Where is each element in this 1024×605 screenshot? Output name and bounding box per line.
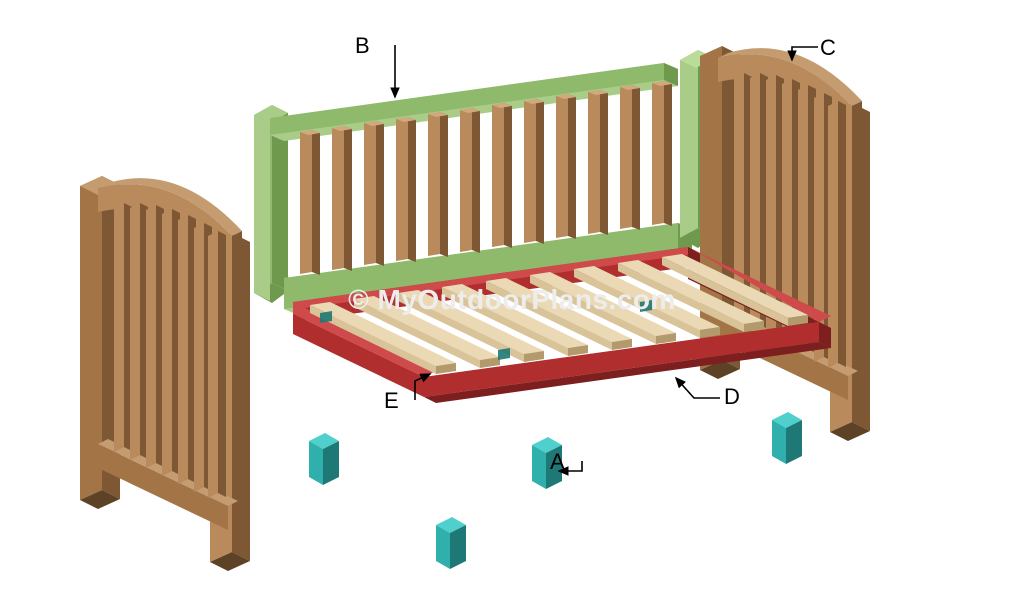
label-d: D xyxy=(724,384,740,410)
label-e: E xyxy=(384,388,399,414)
label-c: C xyxy=(820,35,836,61)
part-c-left-end-panel xyxy=(80,176,250,571)
label-b: B xyxy=(355,33,370,59)
part-a-blocks xyxy=(309,412,802,569)
label-a: A xyxy=(550,449,565,475)
crib-exploded-diagram xyxy=(0,0,1024,605)
diagram-canvas: © MyOutdoorPlans.com xyxy=(0,0,1024,605)
part-c-right-end-panel xyxy=(700,46,870,441)
